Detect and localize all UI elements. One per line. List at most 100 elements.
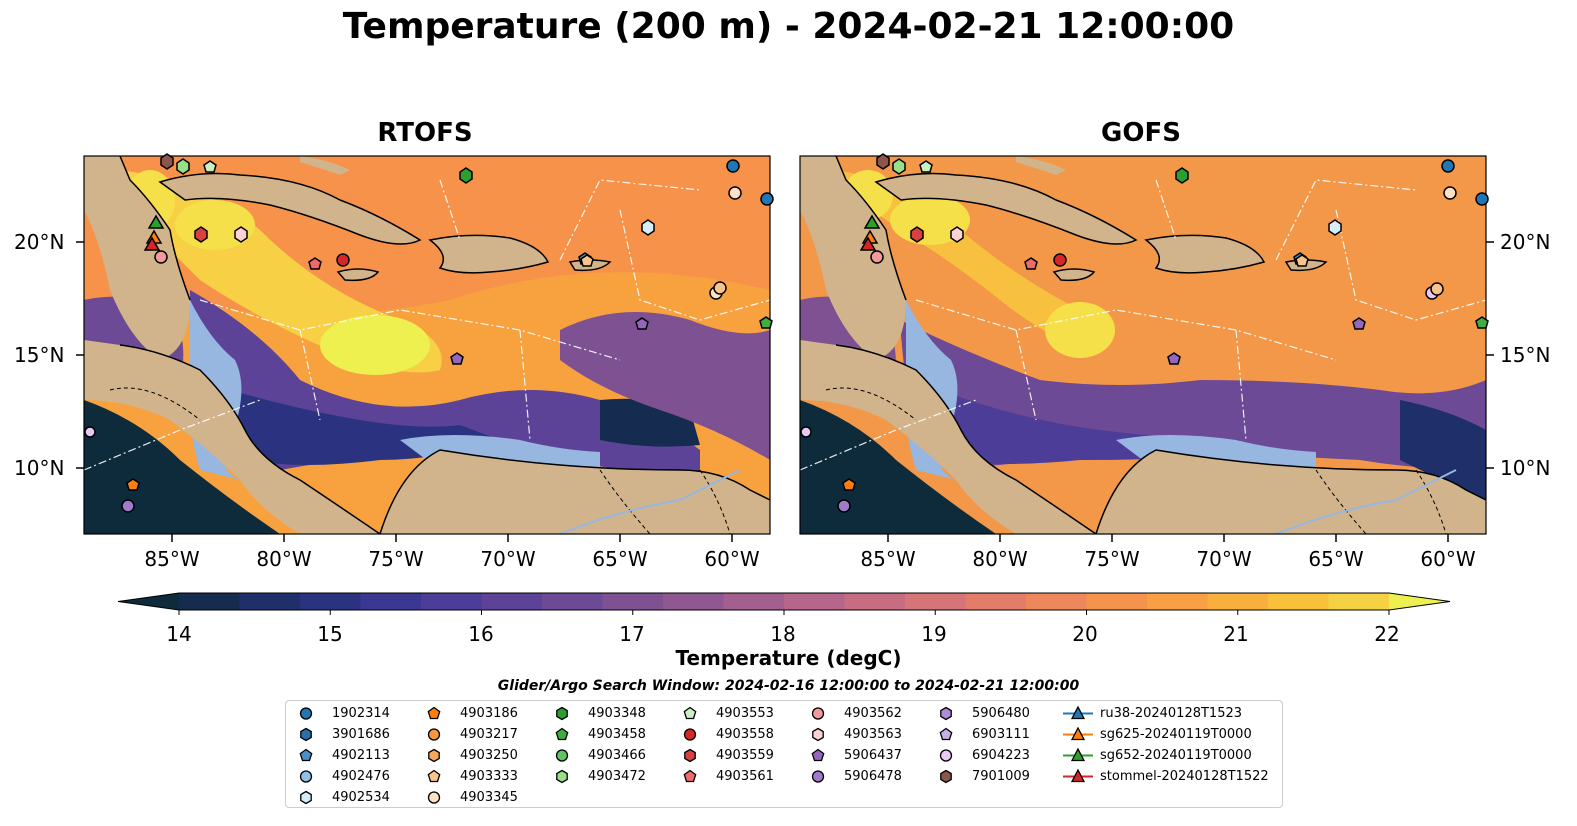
cb-tick-17: 17	[619, 622, 645, 646]
colorbar-bin	[965, 593, 1027, 610]
colorbar-bin	[239, 593, 301, 610]
circle-marker-icon	[811, 770, 825, 783]
pentagon-marker-icon	[427, 706, 441, 720]
pentagon-marker-icon	[683, 706, 697, 720]
legend: 1902314 3901686 4902113 4902476 4902534 49031…	[285, 700, 1283, 808]
legend-item-label: 4903562	[844, 706, 902, 721]
legend-item-label: 4902534	[332, 790, 390, 805]
lon-label-80w-gofs: 80°W	[972, 547, 1028, 571]
pentagon-marker-icon	[683, 769, 697, 783]
hexagon-marker-icon	[940, 769, 952, 784]
panel-title-rtofs: RTOFS	[377, 118, 473, 148]
circle-marker-icon	[555, 749, 569, 762]
legend-item-label: 4902476	[332, 769, 390, 784]
pentagon-marker-icon	[811, 748, 825, 762]
legend-item-label: sg625-20240119T0000	[1100, 727, 1252, 742]
hexagon-marker-icon	[300, 790, 312, 805]
circle-marker-icon	[427, 791, 441, 804]
colorbar-bin	[1328, 593, 1390, 610]
colorbar-bin	[542, 593, 604, 610]
cb-tick-14: 14	[166, 622, 192, 646]
hexagon-marker-icon	[300, 727, 312, 742]
colorbar-bin	[360, 593, 422, 610]
cb-tick-22: 22	[1374, 622, 1400, 646]
colorbar-bin	[1268, 593, 1330, 610]
lon-label-70w-gofs: 70°W	[1196, 547, 1252, 571]
glider-track-marker-icon	[1063, 747, 1093, 762]
search-window-title: Glider/Argo Search Window: 2024-02-16 12…	[497, 678, 1080, 694]
circle-marker-icon	[811, 707, 825, 720]
pentagon-marker-icon	[427, 769, 441, 783]
legend-item-label: sg652-20240119T0000	[1100, 748, 1252, 763]
legend-item-label: 6904223	[972, 748, 1030, 763]
pentagon-marker-icon	[939, 727, 953, 741]
legend-item-label: 4903348	[588, 706, 646, 721]
colorbar-bin	[1207, 593, 1269, 610]
lon-label-85w-rtofs: 85°W	[144, 547, 200, 571]
colorbar-bin	[602, 593, 664, 610]
map-panels	[76, 153, 1494, 542]
legend-item-label: 7901009	[972, 769, 1030, 784]
colorbar-bin	[905, 593, 967, 610]
cb-tick-20: 20	[1072, 622, 1098, 646]
hexagon-marker-icon	[428, 748, 440, 763]
lat-label-15n-right: 15°N	[1500, 343, 1551, 367]
legend-item-label: 4903559	[716, 748, 774, 763]
colorbar-bin	[1026, 593, 1088, 610]
legend-item-label: 5906437	[844, 748, 902, 763]
legend-item-label: stommel-20240128T1522	[1100, 769, 1269, 784]
colorbar-extend-low	[118, 593, 179, 610]
legend-item-label: 1902314	[332, 706, 390, 721]
cb-tick-15: 15	[317, 622, 343, 646]
legend-item-label: 4903333	[460, 769, 518, 784]
legend-item-label: 6903111	[972, 727, 1030, 742]
legend-item-label: 3901686	[332, 727, 390, 742]
legend-item-label: 5906478	[844, 769, 902, 784]
cb-tick-18: 18	[770, 622, 796, 646]
cb-tick-21: 21	[1223, 622, 1249, 646]
circle-marker-icon	[299, 770, 313, 783]
colorbar-extend-high	[1389, 593, 1450, 610]
lon-label-65w-gofs: 65°W	[1308, 547, 1364, 571]
legend-item-label: 4903563	[844, 727, 902, 742]
hexagon-marker-icon	[556, 769, 568, 784]
circle-marker-icon	[299, 707, 313, 720]
colorbar-bin	[421, 593, 483, 610]
hexagon-marker-icon	[556, 706, 568, 721]
lon-label-75w-rtofs: 75°W	[368, 547, 424, 571]
colorbar-bin	[663, 593, 725, 610]
circle-marker-icon	[683, 728, 697, 741]
cb-tick-16: 16	[468, 622, 494, 646]
hexagon-marker-icon	[684, 748, 696, 763]
hexagon-marker-icon	[940, 706, 952, 721]
glider-track-marker-icon	[1063, 705, 1093, 720]
lon-label-85w-gofs: 85°W	[860, 547, 916, 571]
colorbar-bin	[723, 593, 785, 610]
legend-item-label: 4903558	[716, 727, 774, 742]
lon-label-60w-rtofs: 60°W	[704, 547, 760, 571]
legend-item-label: 4903553	[716, 706, 774, 721]
legend-item-label: 4903472	[588, 769, 646, 784]
colorbar-bin	[481, 593, 543, 610]
map-rtofs	[83, 153, 774, 535]
lon-label-60w-gofs: 60°W	[1420, 547, 1476, 571]
colorbar-label: Temperature (degC)	[675, 646, 902, 670]
colorbar-bin	[300, 593, 362, 610]
cb-tick-19: 19	[921, 622, 947, 646]
legend-item-label: 4903466	[588, 748, 646, 763]
legend-item-label: 4903561	[716, 769, 774, 784]
panel-title-gofs: GOFS	[1101, 118, 1181, 148]
lat-label-20n-left: 20°N	[14, 230, 65, 254]
circle-marker-icon	[427, 728, 441, 741]
glider-track-marker-icon	[1063, 726, 1093, 741]
map-gofs	[799, 153, 1489, 535]
circle-marker-icon	[939, 749, 953, 762]
figure-title: Temperature (200 m) - 2024-02-21 12:00:0…	[342, 6, 1235, 47]
hexagon-marker-icon	[812, 727, 824, 742]
colorbar	[117, 592, 1451, 615]
legend-item-label: 4903217	[460, 727, 518, 742]
lat-label-10n-left: 10°N	[14, 456, 65, 480]
legend-item-label: 4903186	[460, 706, 518, 721]
pentagon-marker-icon	[555, 727, 569, 741]
legend-item-label: 4903250	[460, 748, 518, 763]
